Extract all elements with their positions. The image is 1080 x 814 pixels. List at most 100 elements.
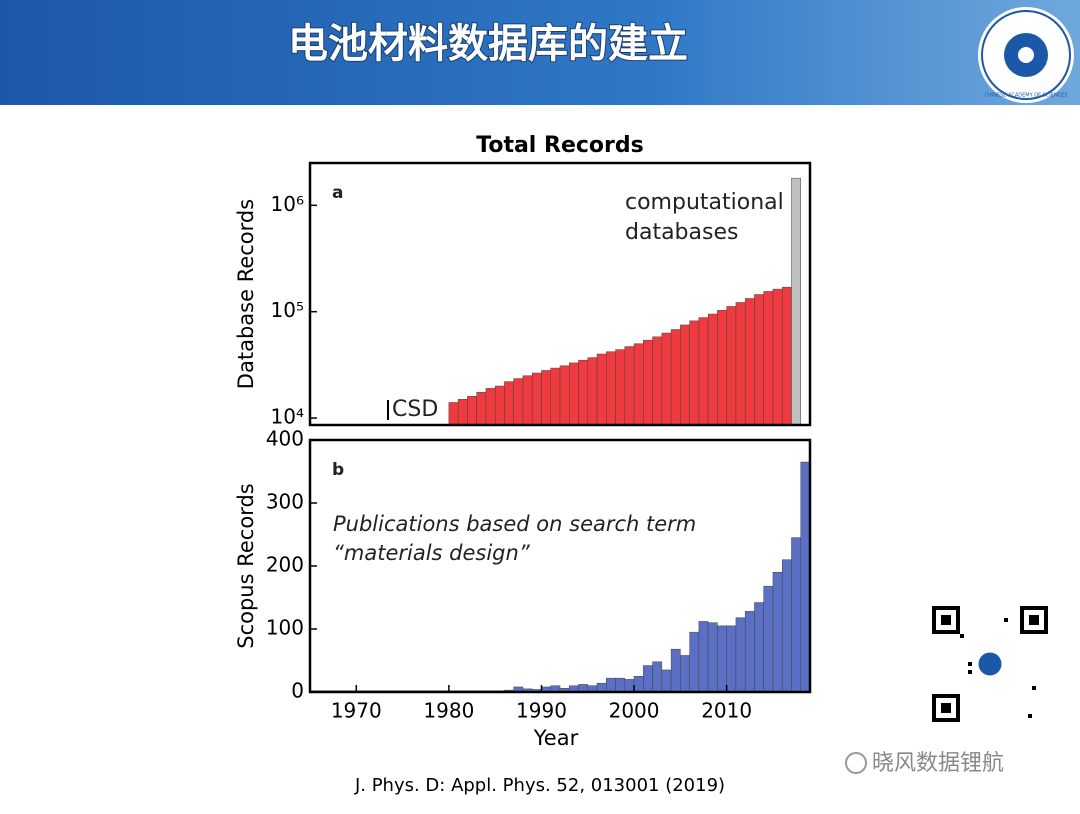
watermark-icon — [845, 752, 867, 774]
bar — [476, 391, 487, 426]
bar — [513, 378, 524, 426]
annotation: b — [332, 460, 344, 480]
bar — [735, 302, 746, 426]
bar — [504, 381, 514, 426]
qr-code — [932, 606, 1048, 722]
bar — [467, 396, 477, 426]
bar — [698, 621, 709, 693]
bar — [596, 353, 607, 426]
y-axis-label: Scopus Records — [234, 483, 258, 648]
qr-finder-dot — [941, 615, 951, 625]
logo-ring — [981, 10, 1071, 100]
y-tick-label: 10⁴ — [271, 405, 304, 429]
bar — [726, 625, 737, 693]
bar — [772, 572, 783, 693]
qr-logo — [975, 649, 1005, 679]
bar — [791, 537, 801, 693]
bar — [707, 313, 718, 426]
annotation: Publications based on search term — [333, 512, 696, 536]
bar — [754, 602, 764, 693]
bar — [680, 655, 690, 693]
qr-cell — [968, 662, 972, 666]
bar — [680, 324, 690, 426]
x-tick-label: 1970 — [331, 699, 382, 723]
annotation: a — [332, 183, 343, 203]
bar — [707, 622, 718, 693]
y-tick-label: 0 — [291, 679, 304, 703]
bar — [744, 611, 755, 693]
bar — [726, 306, 737, 426]
bar — [652, 661, 663, 693]
bar — [717, 625, 727, 693]
bar — [578, 359, 589, 426]
y-tick-label: 300 — [266, 490, 304, 514]
qr-finder — [932, 606, 960, 634]
qr-finder — [932, 694, 960, 722]
bar — [763, 585, 774, 693]
plot-frame — [308, 161, 812, 427]
bar — [717, 310, 727, 426]
bar — [633, 343, 644, 426]
bar — [485, 388, 496, 426]
y-tick-label: 200 — [266, 553, 304, 577]
bar — [772, 288, 783, 426]
bar — [494, 385, 505, 426]
bar — [633, 676, 644, 693]
bar — [661, 669, 672, 693]
annotation: CSD — [392, 397, 438, 422]
bar — [744, 298, 755, 426]
bar — [791, 177, 801, 426]
bar — [531, 372, 542, 426]
bar — [550, 367, 561, 426]
watermark: 晓风数据锂航 — [872, 751, 1004, 776]
x-tick-label: 2000 — [609, 699, 660, 723]
qr-finder-dot — [941, 703, 951, 713]
bar — [698, 317, 709, 426]
annotation: “materials design” — [333, 541, 531, 565]
bar — [735, 617, 746, 693]
bar — [781, 286, 792, 426]
bar — [624, 679, 635, 693]
bar — [448, 402, 459, 426]
bar — [754, 294, 764, 426]
bar — [624, 346, 635, 426]
bar — [661, 332, 672, 426]
qr-cell — [1028, 714, 1032, 718]
bar — [587, 357, 598, 426]
header-band — [0, 0, 1080, 105]
bar — [670, 329, 681, 426]
bar — [569, 362, 579, 426]
bar — [596, 682, 607, 693]
bar — [559, 365, 570, 426]
bar — [522, 375, 533, 426]
qr-cell — [1004, 618, 1008, 622]
bar — [606, 351, 616, 426]
y-axis-label: Database Records — [234, 199, 258, 389]
bar — [541, 370, 551, 426]
chart-title: Total Records — [476, 133, 643, 158]
bar — [800, 461, 811, 693]
qr-cell — [1032, 686, 1036, 690]
y-tick-label: 100 — [266, 616, 304, 640]
slide-title: 电池材料数据库的建立 — [288, 21, 688, 67]
y-tick-label: 10⁵ — [271, 298, 304, 322]
logo-dot — [1018, 47, 1034, 63]
bar — [781, 559, 792, 693]
x-tick-label: 2010 — [701, 699, 752, 723]
citation: J. Phys. D: Appl. Phys. 52, 013001 (2019… — [354, 775, 725, 796]
x-tick-label: 1990 — [516, 699, 567, 723]
bar — [643, 665, 653, 693]
x-tick-label: 1980 — [423, 699, 474, 723]
annotation: computational — [625, 190, 784, 215]
bar — [457, 399, 468, 426]
bar — [689, 320, 700, 426]
bar — [615, 349, 626, 426]
bar — [643, 339, 653, 426]
bar — [652, 336, 663, 426]
x-axis-label: Year — [533, 726, 579, 750]
qr-finder — [1020, 606, 1048, 634]
annotation: databases — [625, 220, 738, 245]
logo-text: CHINESE ACADEMY OF SCIENCES — [984, 93, 1067, 99]
qr-cell — [968, 670, 972, 674]
